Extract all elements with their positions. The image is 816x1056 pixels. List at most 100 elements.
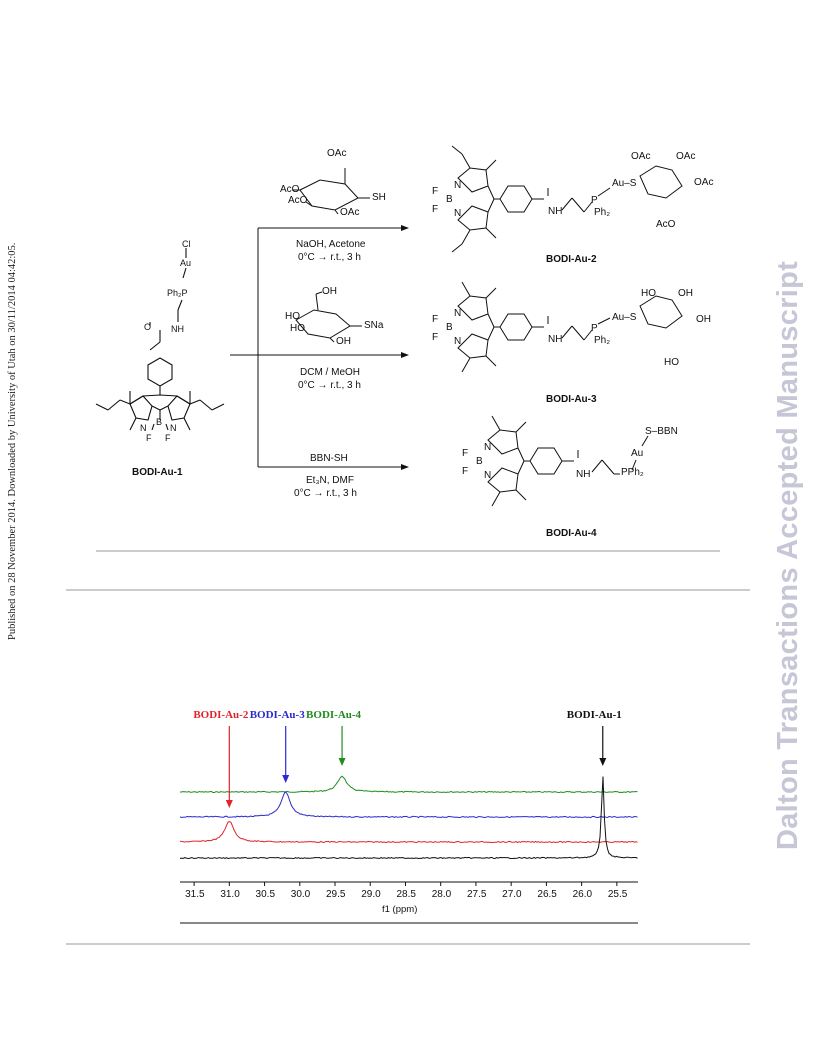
- nmr-tick-label: 25.5: [607, 889, 628, 900]
- product-3-sugar-2: OH: [678, 288, 693, 299]
- nmr-tick-label: 27.0: [502, 889, 522, 900]
- product-3-sugar-1: HO: [641, 288, 656, 299]
- nmr-arrowhead-bodi-au-3: [282, 775, 290, 783]
- product-3-sugar-3: OH: [696, 314, 711, 325]
- product-2-au-s: Au–S: [612, 178, 637, 189]
- reagent-2-salt: SNa: [364, 320, 384, 331]
- product-2-f2: F: [432, 204, 439, 215]
- start-atom-f1: F: [146, 433, 152, 443]
- reaction-3-conditions-line-1: Et₃N, DMF: [306, 475, 354, 486]
- nmr-tick-label: 31.0: [220, 889, 240, 900]
- product-4-s-bbn: S–BBN: [645, 426, 678, 437]
- product-2-label: BODI-Au-2: [546, 254, 597, 265]
- product-4-f1: F: [462, 448, 469, 459]
- product-2-b: B: [446, 194, 453, 205]
- nmr-tick-label: 26.0: [572, 889, 593, 900]
- product-4-au: Au: [631, 448, 644, 459]
- product-3-sugar-4: HO: [664, 357, 679, 368]
- product-3-b: B: [446, 322, 453, 333]
- product-3-f1: F: [432, 314, 439, 325]
- reagent-2-group-3: HO: [290, 323, 305, 334]
- start-atom-cl: Cl: [182, 239, 191, 249]
- bodi-au-4-structure: [487, 415, 649, 507]
- product-4-label: BODI-Au-4: [546, 528, 597, 539]
- bodi-au-1-structure: [95, 248, 225, 431]
- product-2-p: P: [591, 195, 598, 206]
- reaction-scheme: Cl Au Ph₂P NH O N N B F F: [66, 145, 750, 591]
- nmr-label-bodi-au-2: BODI-Au-2: [193, 709, 249, 721]
- product-2-n2: N: [454, 208, 462, 219]
- reagent-1-structure: [292, 168, 370, 215]
- start-atom-nh: NH: [171, 324, 184, 334]
- product-4-nh: NH: [576, 469, 591, 480]
- reaction-1-conditions-line-1: NaOH, Acetone: [296, 239, 366, 250]
- start-atom-b: B: [156, 417, 162, 427]
- svg-text:N: N: [170, 423, 177, 433]
- svg-text:N: N: [140, 423, 147, 433]
- reaction-1-conditions-line-2: 0°C → r.t., 3 h: [298, 252, 361, 263]
- product-2-f1: F: [432, 186, 439, 197]
- nmr-tick-label: 26.5: [537, 889, 557, 900]
- product-4-f2: F: [462, 466, 469, 477]
- nmr-label-bodi-au-1: BODI-Au-1: [566, 709, 622, 721]
- start-atom-f2: F: [165, 433, 171, 443]
- reagent-1-group-1: OAc: [327, 148, 347, 159]
- reagent-3-label: BBN-SH: [310, 453, 348, 464]
- product-3-p: P: [591, 323, 598, 334]
- product-3-n2: N: [454, 336, 462, 347]
- product-4-n2: N: [484, 470, 492, 481]
- product-3-f2: F: [432, 332, 439, 343]
- reagent-1-group-4: OAc: [340, 207, 360, 218]
- nmr-tick-label: 31.5: [185, 889, 205, 900]
- product-3-label: BODI-Au-3: [546, 394, 597, 405]
- product-3-nh: NH: [548, 334, 563, 345]
- product-2-nh: NH: [548, 206, 563, 217]
- nmr-tick-label: 30.0: [290, 889, 311, 900]
- product-4-b: B: [476, 456, 483, 467]
- nmr-arrowhead-bodi-au-1: [599, 758, 607, 766]
- product-3-au-s: Au–S: [612, 312, 637, 323]
- nmr-trace-bodi-au-1: [179, 776, 638, 860]
- reagent-1-thiol: SH: [372, 192, 386, 203]
- start-atom-phosphine: Ph₂P: [167, 288, 188, 298]
- reagent-2-structure: [295, 291, 362, 343]
- product-2-sugar-1: OAc: [631, 151, 651, 162]
- nmr-tick-label: 29.5: [326, 889, 346, 900]
- nmr-trace-bodi-au-2: [179, 821, 638, 844]
- product-2-sugar-2: OAc: [676, 151, 696, 162]
- product-3-ph2: Ph₂: [594, 335, 611, 346]
- svg-text:O: O: [144, 322, 151, 332]
- product-2-sugar-4: AcO: [656, 219, 676, 230]
- start-atom-au: Au: [180, 258, 191, 268]
- reaction-arrows: [230, 225, 409, 470]
- nmr-tick-label: 29.0: [361, 889, 381, 900]
- nmr-tick-label: 28.5: [396, 889, 416, 900]
- reagent-1-group-3: AcO: [288, 195, 308, 206]
- reaction-2-conditions-line-2: 0°C → r.t., 3 h: [298, 380, 361, 391]
- bodi-au-3-structure: [457, 281, 683, 373]
- nmr-trace-bodi-au-3: [179, 791, 638, 819]
- nmr-label-bodi-au-4: BODI-Au-4: [306, 709, 362, 721]
- nmr-x-axis-label: f1 (ppm): [382, 904, 418, 915]
- product-4-n1: N: [484, 442, 492, 453]
- nmr-tick-label: 27.5: [466, 889, 487, 900]
- bodi-au-2-structure: [451, 145, 683, 253]
- reaction-3-conditions-line-2: 0°C → r.t., 3 h: [294, 488, 357, 499]
- nmr-tick-label: 30.5: [255, 889, 276, 900]
- product-3-n1: N: [454, 308, 462, 319]
- nmr-arrowhead-bodi-au-2: [225, 800, 233, 808]
- nmr-arrowhead-bodi-au-4: [338, 758, 346, 766]
- nmr-trace-bodi-au-4: [180, 775, 638, 794]
- product-2-n1: N: [454, 180, 462, 191]
- product-4-pph2: PPh₂: [621, 467, 644, 478]
- reagent-2-group-1: OH: [322, 286, 337, 297]
- product-2-sugar-3: OAc: [694, 177, 714, 188]
- nmr-label-bodi-au-3: BODI-Au-3: [249, 709, 305, 721]
- reagent-2-group-4: OH: [336, 336, 351, 347]
- reaction-2-conditions-line-1: DCM / MeOH: [300, 367, 360, 378]
- reagent-2-group-2: HO: [285, 311, 300, 322]
- start-compound-label: BODI-Au-1: [132, 467, 183, 478]
- nmr-tick-label: 28.0: [431, 889, 452, 900]
- product-2-ph2: Ph₂: [594, 207, 611, 218]
